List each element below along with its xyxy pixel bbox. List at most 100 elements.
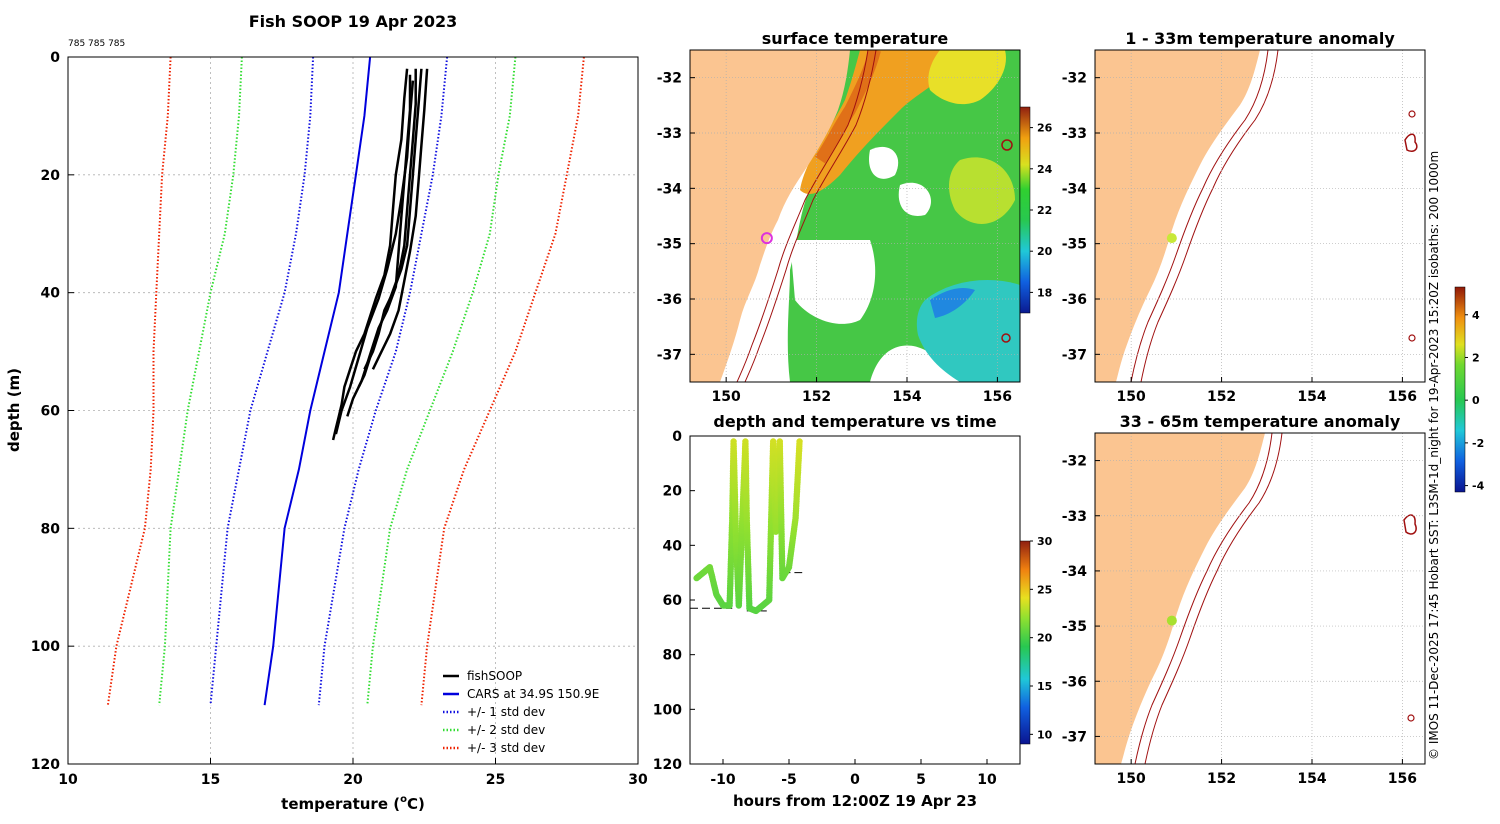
map-lat-label: -32 [1062, 454, 1087, 470]
sst-isobath-200 [736, 50, 869, 382]
sst-island-1 [1001, 139, 1013, 151]
sst-isobath-1000 [744, 50, 877, 382]
colorbar-tick-label: 0 [1472, 394, 1480, 407]
legend-label: +/- 2 std dev [467, 723, 545, 737]
sst-title: surface temperature [762, 29, 949, 48]
colorbar-tick-label: 22 [1037, 204, 1052, 217]
a2-grid [1095, 433, 1425, 764]
colorbar-tick-label: -4 [1472, 480, 1485, 493]
a1-profile-location-marker [1166, 233, 1177, 244]
fishsoop-cast-line [331, 68, 409, 441]
dt-ytick-label: 0 [672, 429, 682, 445]
map-lon-label: 154 [892, 389, 921, 405]
sst-colorbar-ticks: 18 20 22 24 26 [1030, 122, 1053, 299]
profile-std1-envelope-line [209, 56, 315, 706]
sst-profile-location-marker [760, 232, 773, 245]
cars-climatology-line [263, 56, 372, 706]
profile-std2-envelope-line [366, 56, 517, 706]
a1-isobath-200 [1130, 50, 1269, 382]
colorbar-tick-label: 15 [1037, 680, 1052, 693]
profile-std1-envelope-line [317, 56, 449, 706]
dt-ytick-label: 120 [653, 757, 682, 773]
map-lon-label: 156 [1388, 771, 1417, 787]
a1-island-3 [1408, 334, 1416, 342]
sst-warm-current [800, 50, 960, 195]
fishsoop-cast-line [371, 68, 429, 370]
dt-colorbar [1019, 540, 1031, 745]
sst-island-2 [1001, 333, 1011, 343]
map-lon-label: 152 [802, 389, 831, 405]
sst-yellow-patch-2 [948, 157, 1015, 224]
profile-ytick-label: 20 [41, 168, 61, 184]
profile-chart: Fish SOOP 19 Apr 2023 785 785 785 10 15 20… [5, 12, 648, 813]
sst-colorbar [1019, 106, 1031, 314]
profile-ytick-label: 60 [41, 404, 61, 420]
profile-xlabel-main: temperature ( [281, 795, 400, 813]
profile-std3-envelope-line [106, 56, 172, 706]
profile-xlabel: temperature (oC) [281, 794, 425, 813]
map-lat-label: -35 [1062, 237, 1087, 253]
dt-xtick-label: 0 [850, 772, 860, 788]
sst-cloud-gap-3 [790, 240, 876, 324]
anomaly-1-33m-map: 1 - 33m temperature anomaly 150 152 154 156… [1062, 29, 1426, 405]
profile-std2-envelope-line [158, 56, 243, 706]
colorbar-tick-label: 18 [1037, 286, 1052, 299]
a1-isobath-1000 [1140, 50, 1279, 382]
profile-ticks: 10 15 20 25 30 0 20 40 60 80 100 120 [31, 50, 648, 788]
map-lat-label: -35 [657, 237, 682, 253]
dt-sample-point [796, 438, 803, 445]
map-lon-label: 150 [1117, 389, 1146, 405]
map-lat-label: -36 [1062, 674, 1087, 690]
a1-grid [1095, 50, 1425, 382]
map-lat-label: -33 [1062, 126, 1087, 142]
a2-isobath-1000 [1144, 433, 1283, 764]
a1-island-2 [1408, 110, 1416, 118]
profile-lines [106, 56, 585, 706]
dt-xtick-label: -5 [781, 772, 797, 788]
profile-xtick-label: 20 [343, 772, 363, 788]
colorbar-tick-label: 30 [1037, 535, 1053, 548]
colorbar-tick-label: 4 [1472, 309, 1480, 322]
colorbar-tick-label: 10 [1037, 728, 1053, 741]
legend-label: fishSOOP [467, 669, 522, 683]
profile-xtick-label: 15 [201, 772, 220, 788]
copyright-note: © IMOS 11-Dec-2025 17:45 Hobart SST: L3S… [1427, 151, 1441, 760]
colorbar-tick-label: 25 [1037, 583, 1052, 596]
anomaly-colorbar-ticks: -4 -2 0 2 4 [1465, 309, 1485, 493]
profile-xtick-label: 30 [628, 772, 648, 788]
colorbar-tick-label: 20 [1037, 245, 1053, 258]
map-lat-label: -35 [1062, 619, 1087, 635]
profile-title: Fish SOOP 19 Apr 2023 [249, 12, 458, 31]
a2-island-1 [1403, 514, 1417, 535]
dt-colorbar-ticks: 10 15 20 25 30 [1030, 535, 1053, 741]
dt-ytick-label: 20 [663, 484, 683, 500]
a2-ticks: 150 152 154 156 -32 -33 -34 -35 -36 -37 [1062, 454, 1417, 787]
dt-ytick-label: 80 [663, 648, 683, 664]
map-lon-label: 152 [1207, 389, 1236, 405]
profile-xtick-label: 10 [58, 772, 78, 788]
a1-ticks: 150 152 154 156 -32 -33 -34 -35 -36 -37 [1062, 71, 1417, 405]
map-lat-label: -37 [1062, 729, 1087, 745]
legend-label: CARS at 34.9S 150.9E [467, 687, 599, 701]
map-lat-label: -32 [1062, 71, 1087, 87]
profile-grid [68, 57, 638, 764]
map-lat-label: -36 [1062, 292, 1087, 308]
map-lat-label: -32 [657, 71, 682, 87]
dt-xtick-label: 10 [977, 772, 997, 788]
anomaly-colorbar: -4 -2 0 2 4 [1454, 286, 1485, 493]
a2-title: 33 - 65m temperature anomaly [1120, 412, 1401, 431]
sst-ticks: 150 152 154 156 -32 -33 -34 -35 -36 -37 [657, 71, 1012, 405]
dt-points [693, 438, 803, 615]
map-lat-label: -36 [657, 292, 682, 308]
map-lon-label: 150 [712, 389, 741, 405]
sst-grid [690, 50, 1020, 382]
dt-xtick-label: 5 [916, 772, 926, 788]
sst-warm-band [814, 50, 881, 164]
legend-label: +/- 3 std dev [467, 741, 545, 755]
map-lon-label: 150 [1117, 771, 1146, 787]
profile-xlabel-sup: o [400, 794, 407, 805]
map-lon-label: 154 [1297, 771, 1326, 787]
a2-island-2 [1407, 714, 1415, 722]
dt-xtick-label: -10 [710, 772, 736, 788]
colorbar-tick-label: 20 [1037, 632, 1053, 645]
